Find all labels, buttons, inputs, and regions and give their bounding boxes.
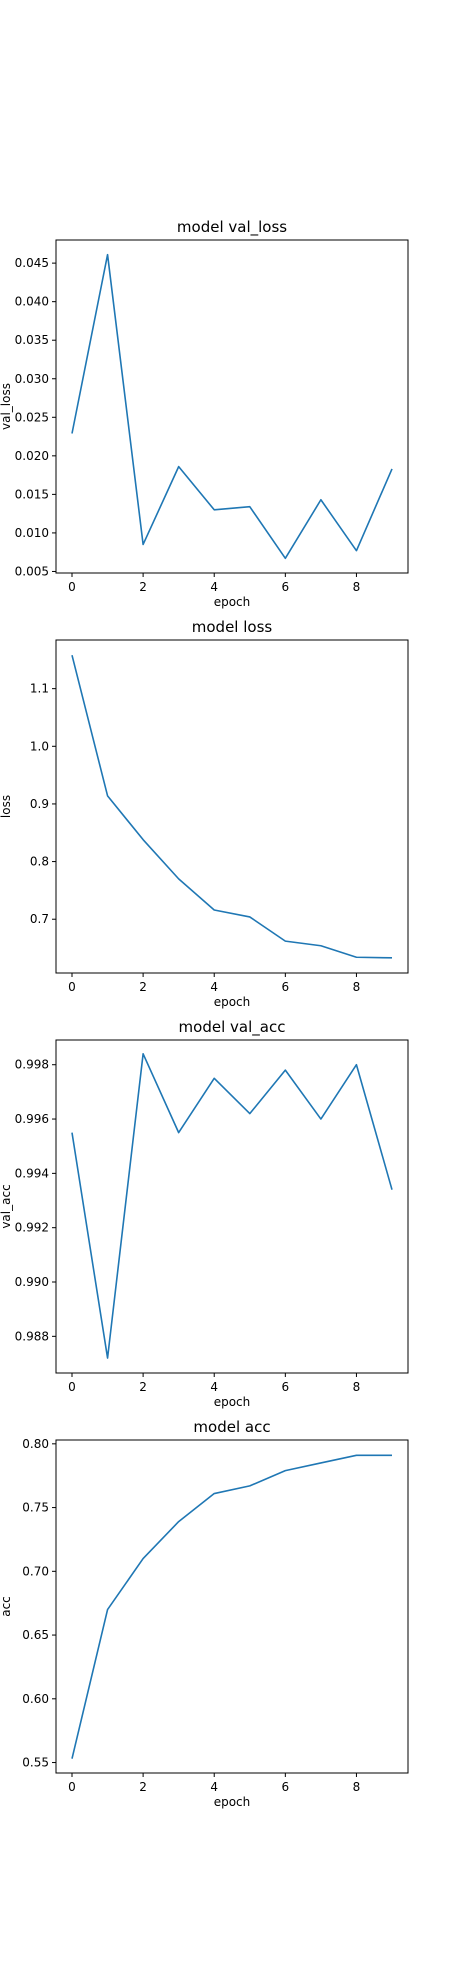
y-tick-label: 0.8 xyxy=(30,855,49,869)
x-axis-label: epoch xyxy=(214,595,251,609)
x-tick-label: 6 xyxy=(282,1380,290,1394)
y-tick-label: 0.55 xyxy=(22,1756,49,1770)
y-tick-label: 0.80 xyxy=(22,1437,49,1451)
x-axis-label: epoch xyxy=(214,1395,251,1409)
y-tick-label: 0.020 xyxy=(15,449,49,463)
y-tick-label: 0.010 xyxy=(15,526,49,540)
y-tick-label: 0.7 xyxy=(30,912,49,926)
y-tick-label: 1.0 xyxy=(30,739,49,753)
x-tick-label: 2 xyxy=(139,1780,147,1794)
y-tick-label: 0.994 xyxy=(15,1166,49,1180)
y-tick-label: 0.70 xyxy=(22,1564,49,1578)
y-tick-label: 0.005 xyxy=(15,564,49,578)
chart-panel: model loss 0 2 4 6 8 0.7 0.8 0.9 1.0 1.1 epoch loss xyxy=(0,618,409,1009)
y-tick-label: 0.65 xyxy=(22,1628,49,1642)
x-tick-label: 8 xyxy=(353,1780,361,1794)
y-tick-label: 0.025 xyxy=(15,410,49,424)
x-tick-label: 6 xyxy=(282,1780,290,1794)
x-axis-label: epoch xyxy=(214,1795,251,1809)
x-tick-label: 2 xyxy=(139,980,147,994)
y-tick-label: 0.035 xyxy=(15,333,49,347)
x-tick-label: 4 xyxy=(210,1380,218,1394)
x-tick-label: 0 xyxy=(68,1780,76,1794)
x-tick-label: 6 xyxy=(282,980,290,994)
x-tick-label: 2 xyxy=(139,1380,147,1394)
chart-panel: model val_loss 0 2 4 6 8 0.005 0.010 0.015 0.020 0… xyxy=(0,218,409,609)
y-tick-label: 0.998 xyxy=(15,1058,49,1072)
y-axis-label: acc xyxy=(0,1596,13,1617)
series-line xyxy=(71,655,393,959)
y-axis-label: val_loss xyxy=(0,383,13,430)
series-line xyxy=(71,1454,392,1759)
x-tick-label: 8 xyxy=(353,580,361,594)
axes-frame xyxy=(55,1439,409,1774)
x-tick-label: 0 xyxy=(68,580,76,594)
x-tick-label: 2 xyxy=(139,580,147,594)
chart-title: model acc xyxy=(193,1418,270,1436)
series-line xyxy=(71,1053,393,1359)
y-tick-label: 0.040 xyxy=(15,295,49,309)
y-tick-label: 0.015 xyxy=(15,487,49,501)
y-tick-label: 0.045 xyxy=(15,256,49,270)
x-tick-label: 4 xyxy=(210,980,218,994)
y-tick-label: 1.1 xyxy=(30,682,49,696)
chart-panel: model val_acc 0 2 4 6 8 0.988 0.990 0.992 0.994 0.… xyxy=(0,1018,409,1409)
axes-frame xyxy=(55,239,409,574)
series-line xyxy=(71,253,393,560)
chart-panel: model acc 0 2 4 6 8 0.55 0.60 0.65 0.70 0.75 0.80 ep… xyxy=(0,1418,409,1809)
y-axis-label: loss xyxy=(0,795,13,818)
y-tick-label: 0.75 xyxy=(22,1501,49,1515)
chart-title: model val_loss xyxy=(177,218,287,237)
x-tick-label: 6 xyxy=(282,580,290,594)
y-tick-label: 0.992 xyxy=(15,1221,49,1235)
chart-title: model loss xyxy=(192,618,273,636)
x-tick-label: 8 xyxy=(353,980,361,994)
y-tick-label: 0.9 xyxy=(30,797,49,811)
x-axis-label: epoch xyxy=(214,995,251,1009)
y-tick-label: 0.988 xyxy=(15,1329,49,1343)
x-tick-label: 8 xyxy=(353,1380,361,1394)
y-axis-label: val_acc xyxy=(0,1184,13,1228)
y-tick-label: 0.996 xyxy=(15,1112,49,1126)
x-tick-label: 0 xyxy=(68,980,76,994)
x-tick-label: 4 xyxy=(210,1780,218,1794)
x-tick-label: 4 xyxy=(210,580,218,594)
y-tick-label: 0.60 xyxy=(22,1692,49,1706)
axes-frame xyxy=(55,639,409,974)
y-tick-label: 0.030 xyxy=(15,372,49,386)
y-tick-label: 0.990 xyxy=(15,1275,49,1289)
x-tick-label: 0 xyxy=(68,1380,76,1394)
axes-frame xyxy=(55,1039,409,1374)
chart-title: model val_acc xyxy=(179,1018,286,1037)
